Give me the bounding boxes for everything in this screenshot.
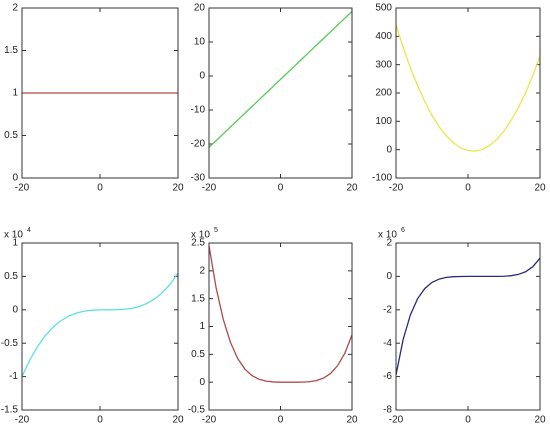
x-tick-label: -20	[389, 183, 404, 194]
y-tick-label: 100	[375, 116, 392, 127]
x-tick-label: 0	[465, 415, 471, 426]
axes-frame	[21, 7, 179, 179]
y-tick-label: 0.5	[4, 130, 18, 141]
x-tick-label: 0	[278, 183, 284, 194]
y-tick-label: -20	[191, 139, 206, 150]
multiplier-base: x 10	[4, 230, 23, 241]
y-tick-label: 2	[199, 265, 205, 276]
y-tick-label: -0.5	[188, 405, 206, 416]
x-tick-label: 0	[465, 183, 471, 194]
y-tick-label: -30	[191, 173, 206, 184]
y-tick-label: 2.5	[191, 238, 205, 249]
subplot: 00.511.52-20 0 20	[4, 3, 184, 194]
y-tick-label: 1	[12, 88, 18, 99]
axes-frame	[208, 242, 353, 411]
y-tick-label: 400	[375, 31, 392, 42]
y-tick-label: 200	[375, 88, 392, 99]
subplot: -1.5 -1 -0.5 0 0.5 1 -20 0 20 x 10 4	[1, 227, 184, 426]
y-tick-label: -8	[383, 405, 392, 416]
x-tick-label: -20	[202, 183, 217, 194]
y-tick-label: -4	[383, 338, 392, 349]
y-tick-label: 10	[194, 37, 206, 48]
y-tick-label: 0	[386, 144, 392, 155]
multiplier-exponent: 6	[401, 227, 405, 234]
multiplier-base: x 10	[191, 230, 210, 241]
x-tick-label: 20	[534, 415, 546, 426]
x-tick-label: 0	[97, 415, 103, 426]
subplot: -0.5 0 0.5 1 1.5 2 2.5 -20 0 20 x 10 5	[188, 227, 358, 426]
y-tick-label: 1.5	[4, 45, 18, 56]
x-tick-label: 0	[278, 415, 284, 426]
y-tick-label: 0.5	[4, 271, 18, 282]
y-tick-label: -2	[383, 304, 392, 315]
x-tick-label: 20	[172, 415, 184, 426]
y-tick-label: -1	[9, 371, 18, 382]
x-tick-label: 0	[97, 183, 103, 194]
x-tick-label: 20	[534, 183, 546, 194]
x-tick-label: -20	[202, 415, 217, 426]
y-tick-label: 500	[375, 3, 392, 14]
y-tick-label: 20	[194, 3, 206, 14]
y-tick-label: 2	[386, 238, 392, 249]
y-tick-label: 0	[12, 304, 18, 315]
y-tick-label: 1.5	[191, 293, 205, 304]
multiplier-exponent: 5	[214, 227, 218, 234]
y-tick-label: 0	[199, 71, 205, 82]
subplot: -100 0 100 200 300 400 500 -20 0 20	[372, 3, 546, 194]
subplot: -8-6-4-202-20 0 20x 10 6	[378, 227, 546, 426]
y-tick-label: 0.5	[191, 349, 205, 360]
y-tick-label: 2	[12, 3, 18, 14]
y-tick-label: 0	[386, 271, 392, 282]
multiplier-exponent: 4	[27, 227, 31, 234]
x-tick-label: 20	[172, 183, 184, 194]
series-line	[395, 24, 541, 152]
y-tick-label: 300	[375, 59, 392, 70]
y-tick-label: 0	[199, 377, 205, 388]
series-line	[208, 245, 353, 383]
y-tick-label: -1.5	[1, 405, 19, 416]
series-line	[395, 257, 541, 376]
axes-frame	[208, 7, 353, 179]
series-line	[208, 10, 353, 148]
y-tick-label: -10	[191, 105, 206, 116]
x-tick-label: 20	[346, 415, 358, 426]
y-tick-label: -6	[383, 371, 392, 382]
y-tick-label: 1	[12, 238, 18, 249]
axes-frame	[21, 242, 179, 411]
y-tick-label: 1	[199, 321, 205, 332]
y-tick-label: -100	[372, 173, 392, 184]
axes-frame	[395, 7, 541, 179]
x-tick-label: -20	[15, 415, 30, 426]
x-tick-label: -20	[15, 183, 30, 194]
x-tick-label: -20	[389, 415, 404, 426]
x-tick-label: 20	[346, 183, 358, 194]
axes-frame	[395, 242, 541, 411]
series-line	[21, 272, 179, 377]
y-tick-label: -0.5	[1, 338, 19, 349]
multiplier-base: x 10	[378, 230, 397, 241]
y-tick-label: 0	[12, 173, 18, 184]
